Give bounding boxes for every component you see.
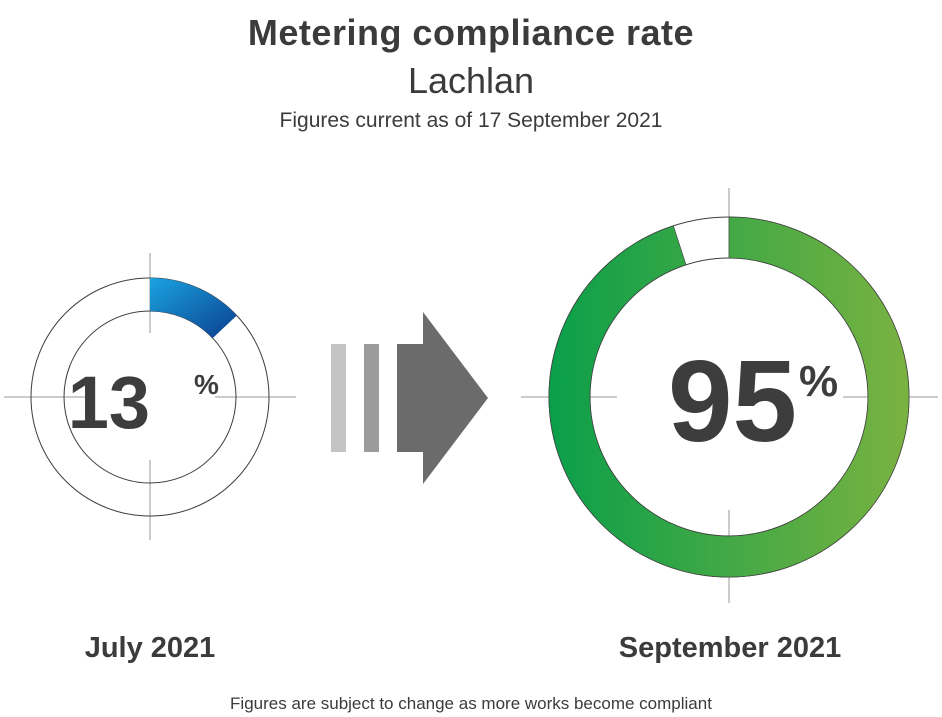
arrow-head <box>397 312 488 484</box>
value-number-september: 95 <box>668 336 797 466</box>
arrow-bar-light <box>331 344 346 452</box>
label-july: July 2021 <box>84 632 216 664</box>
value-number-july: 13 <box>68 361 150 444</box>
chart-title: Metering compliance rate <box>247 12 695 53</box>
footnote: Figures are subject to change as more wo… <box>230 694 712 713</box>
donut-value-arc-july <box>150 278 237 339</box>
arrow-bar-mid <box>364 344 379 452</box>
as-of-date: Figures current as of 17 September 2021 <box>279 109 663 132</box>
donut-september: 95 % <box>521 188 938 603</box>
donut-value-arc-september <box>548 216 910 578</box>
value-unit-september: % <box>799 357 838 406</box>
chart-subtitle: Lachlan <box>407 60 535 101</box>
label-september: September 2021 <box>618 632 842 664</box>
transition-arrow <box>331 312 488 484</box>
donut-july: 13 % <box>4 253 296 540</box>
value-unit-july: % <box>194 369 219 400</box>
